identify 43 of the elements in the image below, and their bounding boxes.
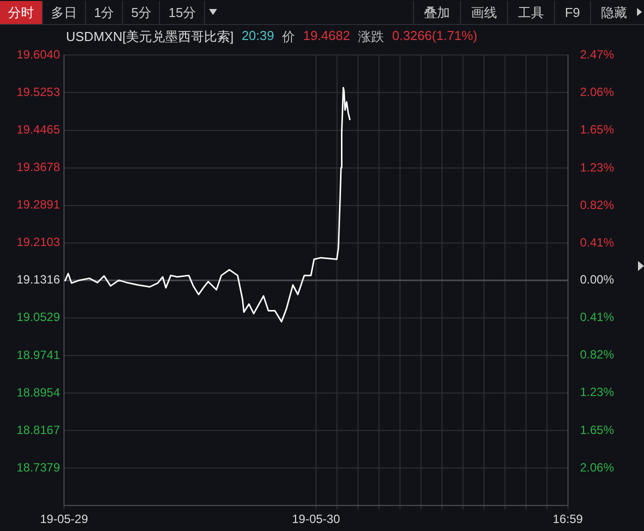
y2-tick-label: 2.06% [580,460,614,475]
y-tick-label: 18.8954 [16,385,60,400]
y-tick-label: 18.9741 [16,348,60,362]
text: 1分 [86,0,124,24]
y-tick-label: 19.2103 [16,235,60,250]
chart-title: USDMXN[美元兑墨西哥比索] [66,28,234,46]
x-tick-label: 16:59 [552,512,584,526]
y2-tick-label: 1.65% [580,423,614,438]
y-tick-label: 19.6040 [16,48,60,62]
y-tick-label: 19.0529 [16,310,60,324]
text: 隐藏 [590,0,637,24]
y2-tick-label: 2.47% [580,48,614,62]
text: F9 [554,0,590,24]
x-tick-label: 19-05-30 [292,512,340,526]
y-tick-label: 19.1316 [16,272,60,287]
text: 19.4682 [303,28,350,45]
y2-tick-label: 0.82% [580,347,614,362]
text: 5分 [123,0,160,24]
y2-tick-label: 2.06% [580,84,614,99]
text: 涨跌 [358,28,384,46]
text: 价 [282,28,296,46]
text: 0.3266(1.71%) [392,28,478,45]
x-tick-label: 19-05-29 [40,512,88,526]
y2-tick-label: 0.41% [580,310,614,324]
text: 15分 [160,0,205,24]
text: 多日 [43,0,86,24]
text: 画线 [460,0,507,24]
y-tick-label: 19.5253 [16,85,60,100]
y-tick-label: 19.3678 [16,160,60,174]
y-tick-label: 19.2891 [16,198,60,212]
y2-tick-label: 1.65% [580,122,614,136]
y2-tick-label: 0.82% [580,198,614,212]
y2-tick-label: 0.00% [580,272,614,287]
y2-tick-label: 0.41% [580,235,614,250]
y-tick-label: 19.4465 [16,122,60,137]
text: 叠加 [412,0,460,24]
chart-subtitle: 20:39 [242,28,274,45]
y-tick-label: 18.7379 [16,460,60,474]
y2-tick-label: 1.23% [580,160,614,175]
y-tick-label: 18.8167 [16,422,60,437]
y2-tick-label: 1.23% [580,384,614,399]
text: 工具 [506,0,554,24]
text: 分时 [0,0,43,24]
